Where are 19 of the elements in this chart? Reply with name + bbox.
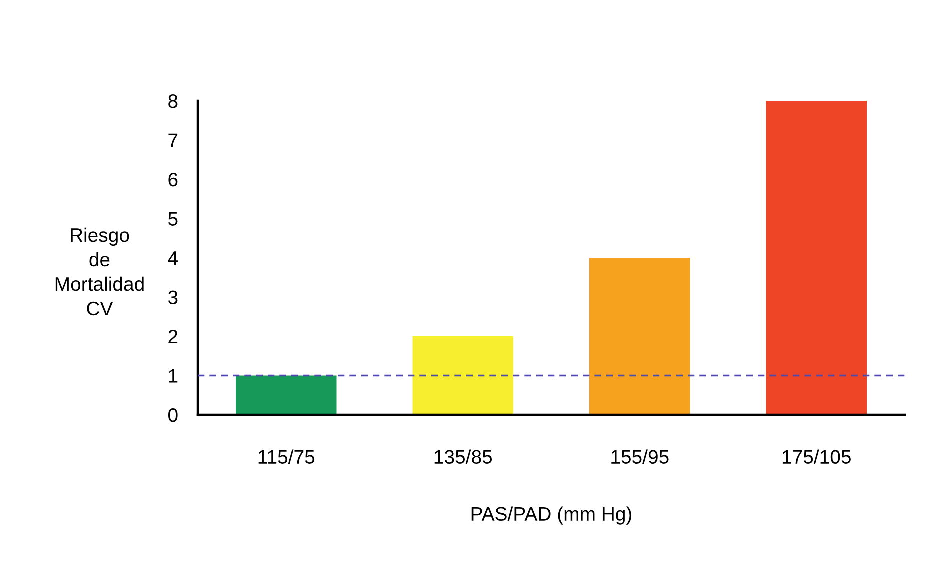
- bar: [590, 258, 690, 415]
- y-tick-label: 1: [169, 369, 178, 383]
- y-tick-label: 6: [168, 172, 178, 187]
- y-tick-label: 4: [168, 252, 178, 266]
- y-tick-label: 5: [168, 212, 178, 226]
- y-tick-label: 7: [168, 134, 178, 148]
- x-axis-title: PAS/PAD (mm Hg): [472, 506, 632, 525]
- x-tick-label: 115/75: [258, 450, 315, 464]
- y-tick-label: 2: [168, 330, 178, 344]
- y-tick-label: 8: [168, 94, 178, 108]
- y-tick-label: 3: [168, 290, 178, 304]
- bar: [236, 376, 337, 415]
- y-tick-label: 0: [168, 408, 178, 422]
- bar: [766, 101, 867, 415]
- x-tick-label: 175/105: [782, 450, 851, 464]
- x-tick-label: 135/85: [434, 450, 492, 464]
- x-tick-label: 155/95: [612, 450, 669, 464]
- y-axis-title: Riesgo de Mortalidad CV: [56, 228, 144, 316]
- bar: [412, 336, 514, 415]
